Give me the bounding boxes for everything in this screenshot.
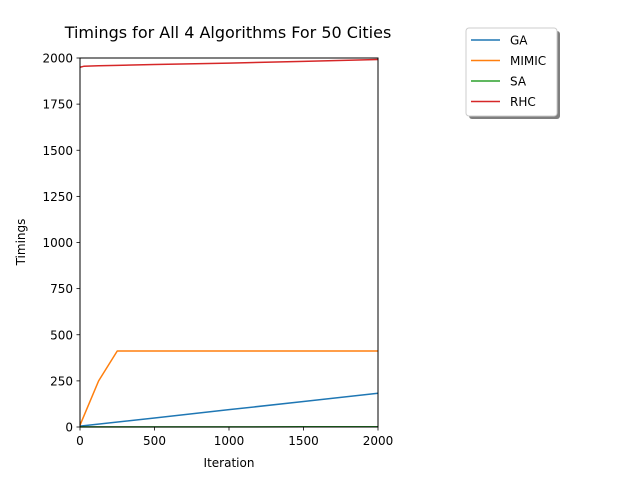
series-line-rhc (79, 58, 379, 68)
x-tick-label: 1500 (288, 434, 319, 448)
legend-label-sa: SA (510, 75, 527, 89)
x-tick-label: 500 (143, 434, 166, 448)
legend-items: GA MIMIC SA RHC (471, 34, 546, 109)
x-tick-label: 2000 (363, 434, 394, 448)
series-line-mimic (79, 350, 378, 426)
x-tick-label: 1000 (214, 434, 245, 448)
legend-box (465, 27, 558, 117)
y-tick-label: 500 (50, 328, 73, 342)
x-axis-label: Iteration (204, 456, 255, 470)
y-tick-label: 750 (50, 282, 73, 296)
legend: GA MIMIC SA RHC (465, 27, 560, 119)
y-axis-ticks: 0 250 500 750 1000 1250 1500 1750 2000 (42, 52, 80, 435)
y-tick-label: 250 (50, 374, 73, 388)
legend-label-ga: GA (510, 34, 528, 48)
plot-area (80, 58, 378, 427)
y-tick-label: 1750 (42, 98, 73, 112)
x-tick-label: 0 (76, 434, 84, 448)
series-line-ga (79, 392, 379, 427)
y-tick-label: 1000 (42, 236, 73, 250)
legend-label-rhc: RHC (510, 95, 536, 109)
y-tick-label: 1500 (42, 144, 73, 158)
y-tick-label: 0 (65, 421, 73, 435)
legend-label-mimic: MIMIC (510, 54, 546, 68)
chart-title: Timings for All 4 Algorithms For 50 Citi… (64, 23, 392, 42)
y-tick-label: 2000 (42, 52, 73, 66)
y-axis-label: Timings (14, 219, 28, 267)
x-axis-ticks: 0 500 1000 1500 2000 (76, 427, 393, 448)
y-tick-label: 1250 (42, 190, 73, 204)
